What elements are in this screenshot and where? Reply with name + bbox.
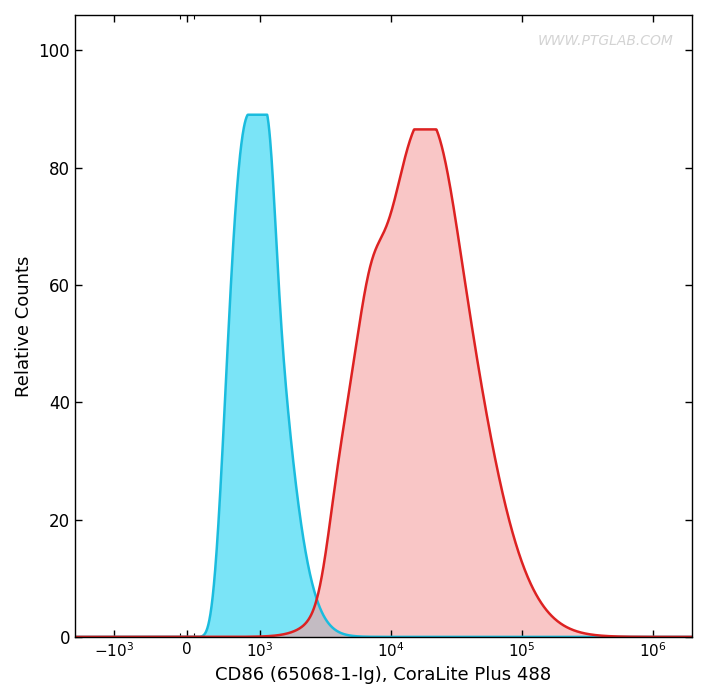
X-axis label: CD86 (65068-1-Ig), CoraLite Plus 488: CD86 (65068-1-Ig), CoraLite Plus 488 [216, 666, 551, 684]
Text: WWW.PTGLAB.COM: WWW.PTGLAB.COM [537, 34, 674, 48]
Y-axis label: Relative Counts: Relative Counts [15, 255, 33, 396]
